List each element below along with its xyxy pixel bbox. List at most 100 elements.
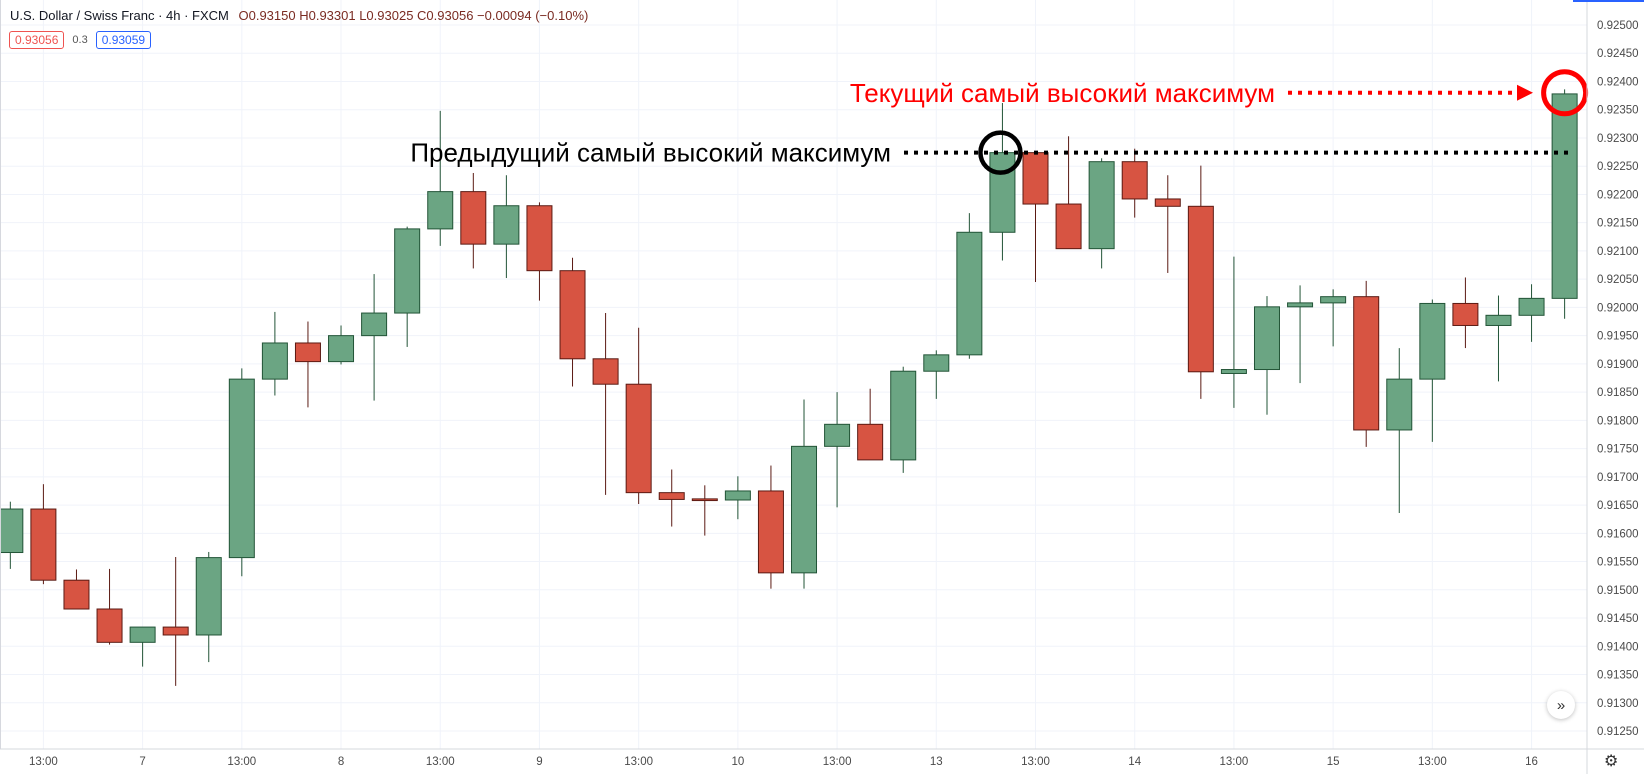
candles [0, 89, 1578, 686]
buy-button[interactable]: 0.93059 [95, 31, 152, 49]
candle-up [923, 350, 950, 399]
chart-settings-button[interactable]: ⚙ [1604, 751, 1618, 771]
price-tick-label: 0.91850 [1597, 387, 1639, 399]
time-tick-label: 7 [139, 756, 145, 768]
candle-body [162, 626, 189, 636]
price-tick-label: 0.91500 [1597, 585, 1639, 597]
candle-body [1287, 302, 1314, 308]
candle-down [757, 465, 784, 589]
candle-body [757, 490, 784, 574]
candle-up [791, 399, 818, 589]
candle-body [228, 378, 255, 559]
candle-body [1253, 306, 1280, 371]
price-tick-label: 0.92000 [1597, 302, 1639, 314]
candle-body [1452, 302, 1479, 326]
candle-body [559, 270, 586, 360]
candle-up [1485, 295, 1512, 382]
price-tick-label: 0.91700 [1597, 472, 1639, 484]
candle-down [691, 485, 718, 536]
candle-up [724, 476, 751, 520]
candle-down [1154, 175, 1181, 273]
candle-up [0, 501, 24, 569]
candle-body [526, 205, 553, 272]
candle-up [1551, 89, 1578, 319]
price-tick-label: 0.91600 [1597, 528, 1639, 540]
candle-body [1353, 296, 1380, 431]
candle-up [1518, 284, 1545, 342]
candle-body [129, 626, 156, 643]
time-tick-label: 13 [930, 756, 943, 768]
candle-body [857, 423, 884, 461]
price-tick-label: 0.91450 [1597, 613, 1639, 625]
price-tick-label: 0.92100 [1597, 246, 1639, 258]
candle-body [361, 312, 388, 337]
candle-body [625, 383, 652, 494]
candle-up [129, 626, 156, 667]
candle-body [1187, 205, 1214, 373]
candle-body [1088, 161, 1115, 250]
price-tick-label: 0.91300 [1597, 698, 1639, 710]
candle-up [328, 325, 355, 365]
price-tick-label: 0.92500 [1597, 20, 1639, 32]
time-tick-label: 14 [1128, 756, 1141, 768]
grid [0, 0, 1587, 749]
candle-up [1088, 158, 1115, 269]
candle-up [361, 274, 388, 401]
candle-down [63, 569, 90, 610]
time-tick-label: 13:00 [29, 756, 58, 768]
price-tick-label: 0.91800 [1597, 415, 1639, 427]
time-tick-label: 13:00 [823, 756, 852, 768]
candle-down [592, 313, 619, 495]
candle-body [1386, 378, 1413, 431]
candle-body [1154, 198, 1181, 207]
sell-button[interactable]: 0.93056 [9, 31, 65, 49]
candle-body [724, 490, 751, 501]
price-tick-label: 0.91250 [1597, 726, 1639, 738]
price-tick-label: 0.91350 [1597, 670, 1639, 682]
candle-body [493, 205, 520, 245]
time-tick-label: 15 [1327, 756, 1340, 768]
candle-body [30, 508, 57, 581]
candle-down [1452, 277, 1479, 349]
candle-body [328, 335, 355, 363]
candle-body [989, 152, 1016, 233]
candle-body [890, 370, 917, 461]
price-tick-label: 0.91900 [1597, 359, 1639, 371]
candle-body [261, 342, 288, 380]
time-tick-label: 13:00 [227, 756, 256, 768]
spread-value: 0.3 [72, 34, 88, 46]
time-tick-label: 13:00 [624, 756, 653, 768]
candle-body [658, 492, 685, 500]
price-tick-label: 0.91650 [1597, 500, 1639, 512]
candle-body [1551, 93, 1578, 299]
candle-up [195, 551, 222, 663]
candle-body [1121, 161, 1148, 200]
candle-up [261, 311, 288, 396]
price-tick-label: 0.91950 [1597, 331, 1639, 343]
trade-buttons: 0.93056 0.3 0.93059 [9, 31, 152, 49]
candle-up [989, 102, 1016, 261]
annotation-current-high-label: Текущий самый высокий максимум [850, 78, 1275, 108]
candle-body [1220, 369, 1247, 374]
candle-body [1320, 296, 1347, 304]
time-tick-label: 13:00 [426, 756, 455, 768]
candle-up [427, 110, 454, 246]
candle-up [890, 366, 917, 473]
candle-up [1220, 256, 1247, 408]
candle-down [1353, 280, 1380, 447]
candle-down [526, 202, 553, 301]
candle-down [1022, 152, 1049, 282]
candle-body [1419, 302, 1446, 380]
price-tick-label: 0.92300 [1597, 133, 1639, 145]
symbol-title[interactable]: U.S. Dollar / Swiss Franc · 4h · FXCM [10, 8, 229, 23]
candle-up [493, 175, 520, 279]
price-tick-label: 0.92450 [1597, 48, 1639, 60]
candle-body [96, 608, 123, 643]
candle-up [956, 213, 983, 359]
scroll-to-realtime-button[interactable]: » [1547, 691, 1575, 719]
candle-down [658, 469, 685, 527]
candle-down [625, 327, 652, 504]
time-tick-label: 13:00 [1418, 756, 1447, 768]
